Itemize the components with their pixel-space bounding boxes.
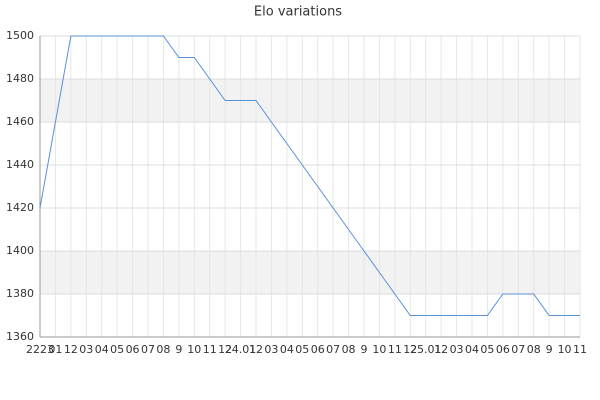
x-tick-label: 12 <box>218 343 232 356</box>
y-tick-label: 1460 <box>6 115 34 128</box>
x-tick-label: 10 <box>558 343 572 356</box>
y-tick-label: 1400 <box>6 244 34 257</box>
x-tick-label: 24.01 <box>225 343 257 356</box>
x-tick-label: 12 <box>64 343 78 356</box>
x-tick-label: 12 <box>403 343 417 356</box>
x-tick-label: 11 <box>573 343 587 356</box>
x-tick-label: 03 <box>264 343 278 356</box>
plot-band <box>40 251 580 294</box>
x-tick-label: 2223 <box>26 343 54 356</box>
x-tick-label: 06 <box>126 343 140 356</box>
y-tick-label: 1500 <box>6 29 34 42</box>
x-tick-label: 06 <box>496 343 510 356</box>
x-tick-label: 04 <box>280 343 294 356</box>
x-tick-label: 08 <box>527 343 541 356</box>
x-tick-label: 9 <box>546 343 553 356</box>
x-tick-label: 11 <box>388 343 402 356</box>
x-tick-label: 07 <box>326 343 340 356</box>
x-tick-label: 05 <box>295 343 309 356</box>
data-line <box>39 35 580 316</box>
x-tick-label: 04 <box>95 343 109 356</box>
x-tick-label: 9 <box>361 343 368 356</box>
x-tick-label: 9 <box>175 343 182 356</box>
x-tick-label: 06 <box>311 343 325 356</box>
y-tick-label: 1360 <box>6 330 34 343</box>
x-tick-label: 05 <box>480 343 494 356</box>
x-tick-label: 07 <box>511 343 525 356</box>
x-tick-label: 12 <box>249 343 263 356</box>
x-tick-label: 04 <box>465 343 479 356</box>
y-tick-label: 1380 <box>6 287 34 300</box>
x-tick-label: 08 <box>156 343 170 356</box>
x-tick-label: 07 <box>141 343 155 356</box>
plot-band <box>40 79 580 122</box>
x-tick-label: 25.01 <box>410 343 442 356</box>
x-tick-label: 11 <box>203 343 217 356</box>
y-tick-label: 1480 <box>6 72 34 85</box>
y-tick-label: 1440 <box>6 158 34 171</box>
chart-title: Elo variations <box>254 5 342 20</box>
x-tick-label: 10 <box>372 343 386 356</box>
x-tick-label: 03 <box>79 343 93 356</box>
x-tick-label: 01 <box>48 343 62 356</box>
x-tick-label: 03 <box>450 343 464 356</box>
x-tick-label: 12 <box>434 343 448 356</box>
x-tick-label: 08 <box>342 343 356 356</box>
x-tick-label: 05 <box>110 343 124 356</box>
y-tick-label: 1420 <box>6 201 34 214</box>
x-tick-label: 10 <box>187 343 201 356</box>
